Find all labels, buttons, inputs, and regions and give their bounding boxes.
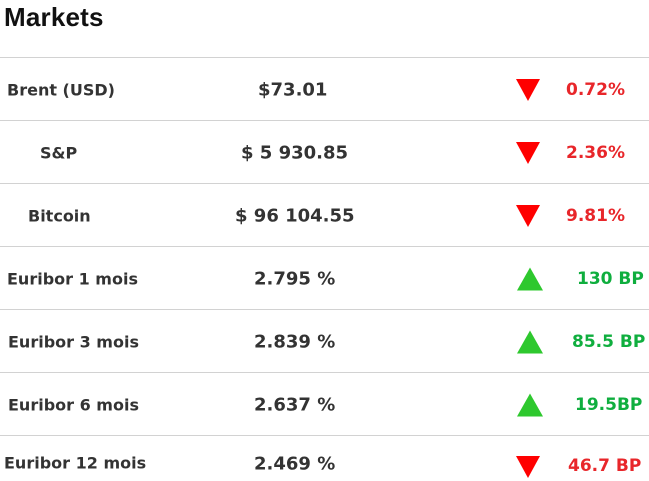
instrument-name: Euribor 1 mois — [7, 269, 138, 288]
market-row-euribor-1m[interactable]: Euribor 1 mois 2.795 % 130 BP — [0, 246, 649, 310]
instrument-name: Brent (USD) — [7, 80, 115, 99]
arrow-down-icon — [516, 204, 540, 227]
instrument-name: Euribor 3 mois — [8, 332, 139, 351]
instrument-name: S&P — [40, 143, 78, 162]
change-value: 46.7 BP — [568, 456, 642, 476]
instrument-name: Euribor 12 mois — [4, 453, 147, 473]
market-row-brent[interactable]: Brent (USD) $73.01 0.72% — [0, 57, 649, 121]
market-row-euribor-12m[interactable]: Euribor 12 mois 2.469 % 46.7 BP — [0, 435, 649, 481]
arrow-down-icon — [516, 78, 540, 101]
instrument-price: 2.795 % — [254, 268, 336, 289]
arrow-up-icon — [517, 393, 543, 416]
market-row-euribor-3m[interactable]: Euribor 3 mois 2.839 % 85.5 BP — [0, 309, 649, 373]
change-value: 130 BP — [577, 268, 644, 289]
market-row-euribor-6m[interactable]: Euribor 6 mois 2.637 % 19.5BP — [0, 372, 649, 436]
instrument-price: $ 5 930.85 — [241, 142, 349, 163]
instrument-name: Euribor 6 mois — [8, 395, 139, 414]
markets-title: Markets — [4, 2, 104, 32]
change-value: 0.72% — [566, 79, 625, 100]
arrow-up-icon — [517, 330, 543, 353]
arrow-up-icon — [517, 267, 543, 290]
instrument-name: Bitcoin — [28, 206, 91, 225]
instrument-price: $ 96 104.55 — [235, 205, 355, 226]
instrument-price: $73.01 — [258, 79, 328, 100]
instrument-price: 2.637 % — [254, 394, 336, 415]
change-value: 85.5 BP — [572, 331, 646, 352]
market-row-sp[interactable]: S&P $ 5 930.85 2.36% — [0, 120, 649, 184]
market-row-bitcoin[interactable]: Bitcoin $ 96 104.55 9.81% — [0, 183, 649, 247]
change-value: 9.81% — [566, 205, 625, 226]
arrow-down-icon — [516, 456, 540, 478]
instrument-price: 2.839 % — [254, 331, 336, 352]
change-value: 19.5BP — [575, 394, 643, 415]
change-value: 2.36% — [566, 142, 625, 163]
instrument-price: 2.469 % — [254, 453, 336, 475]
arrow-down-icon — [516, 141, 540, 164]
